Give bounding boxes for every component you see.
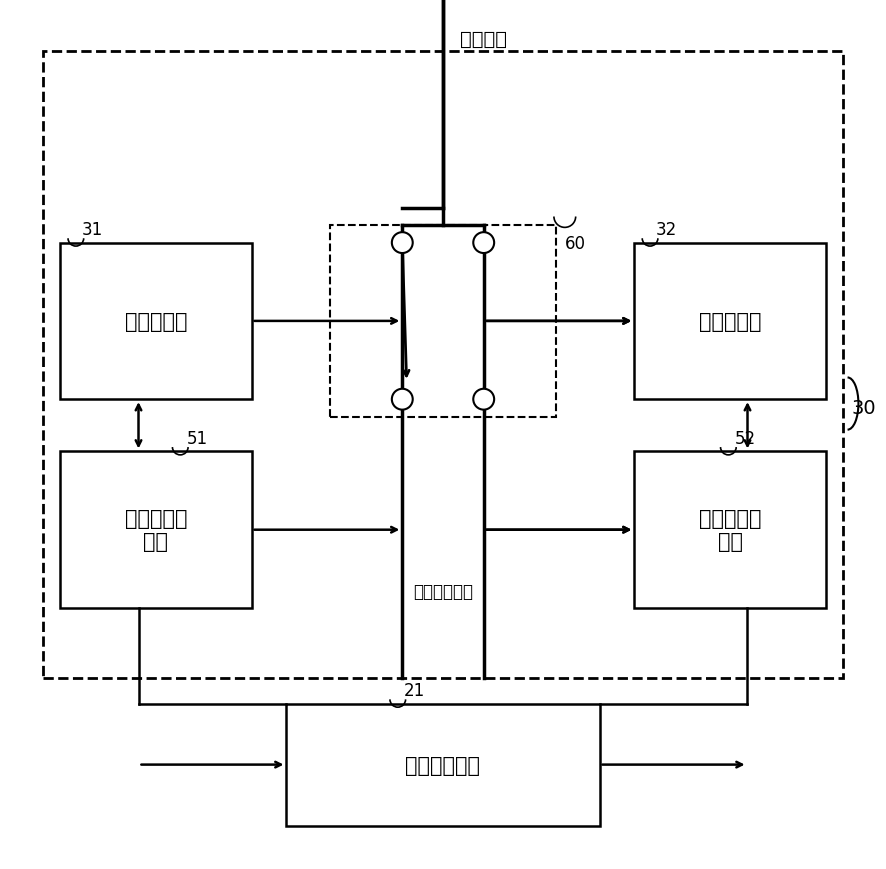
Text: 第一系执行
模块: 第一系执行 模块 (125, 508, 187, 552)
Text: 31: 31 (82, 221, 103, 239)
Text: 第二通信机: 第二通信机 (699, 312, 761, 331)
Circle shape (392, 389, 413, 410)
Circle shape (473, 389, 494, 410)
Text: 51: 51 (186, 429, 207, 448)
Text: 第二系执行
模块: 第二系执行 模块 (699, 508, 761, 552)
Text: 第一通信机: 第一通信机 (125, 312, 187, 331)
Text: 21: 21 (404, 681, 425, 700)
FancyBboxPatch shape (60, 452, 252, 608)
Text: 52: 52 (734, 429, 756, 448)
FancyBboxPatch shape (60, 243, 252, 400)
Text: 第一室外设备: 第一室外设备 (406, 755, 480, 774)
FancyBboxPatch shape (634, 243, 826, 400)
FancyBboxPatch shape (634, 452, 826, 608)
Text: 30: 30 (852, 399, 876, 418)
Text: 32: 32 (657, 221, 678, 239)
FancyBboxPatch shape (286, 704, 600, 826)
Text: 动作条件电源: 动作条件电源 (413, 582, 473, 600)
Text: 供电电源: 供电电源 (461, 30, 508, 49)
Text: 60: 60 (564, 235, 586, 253)
Circle shape (473, 233, 494, 254)
Circle shape (392, 233, 413, 254)
